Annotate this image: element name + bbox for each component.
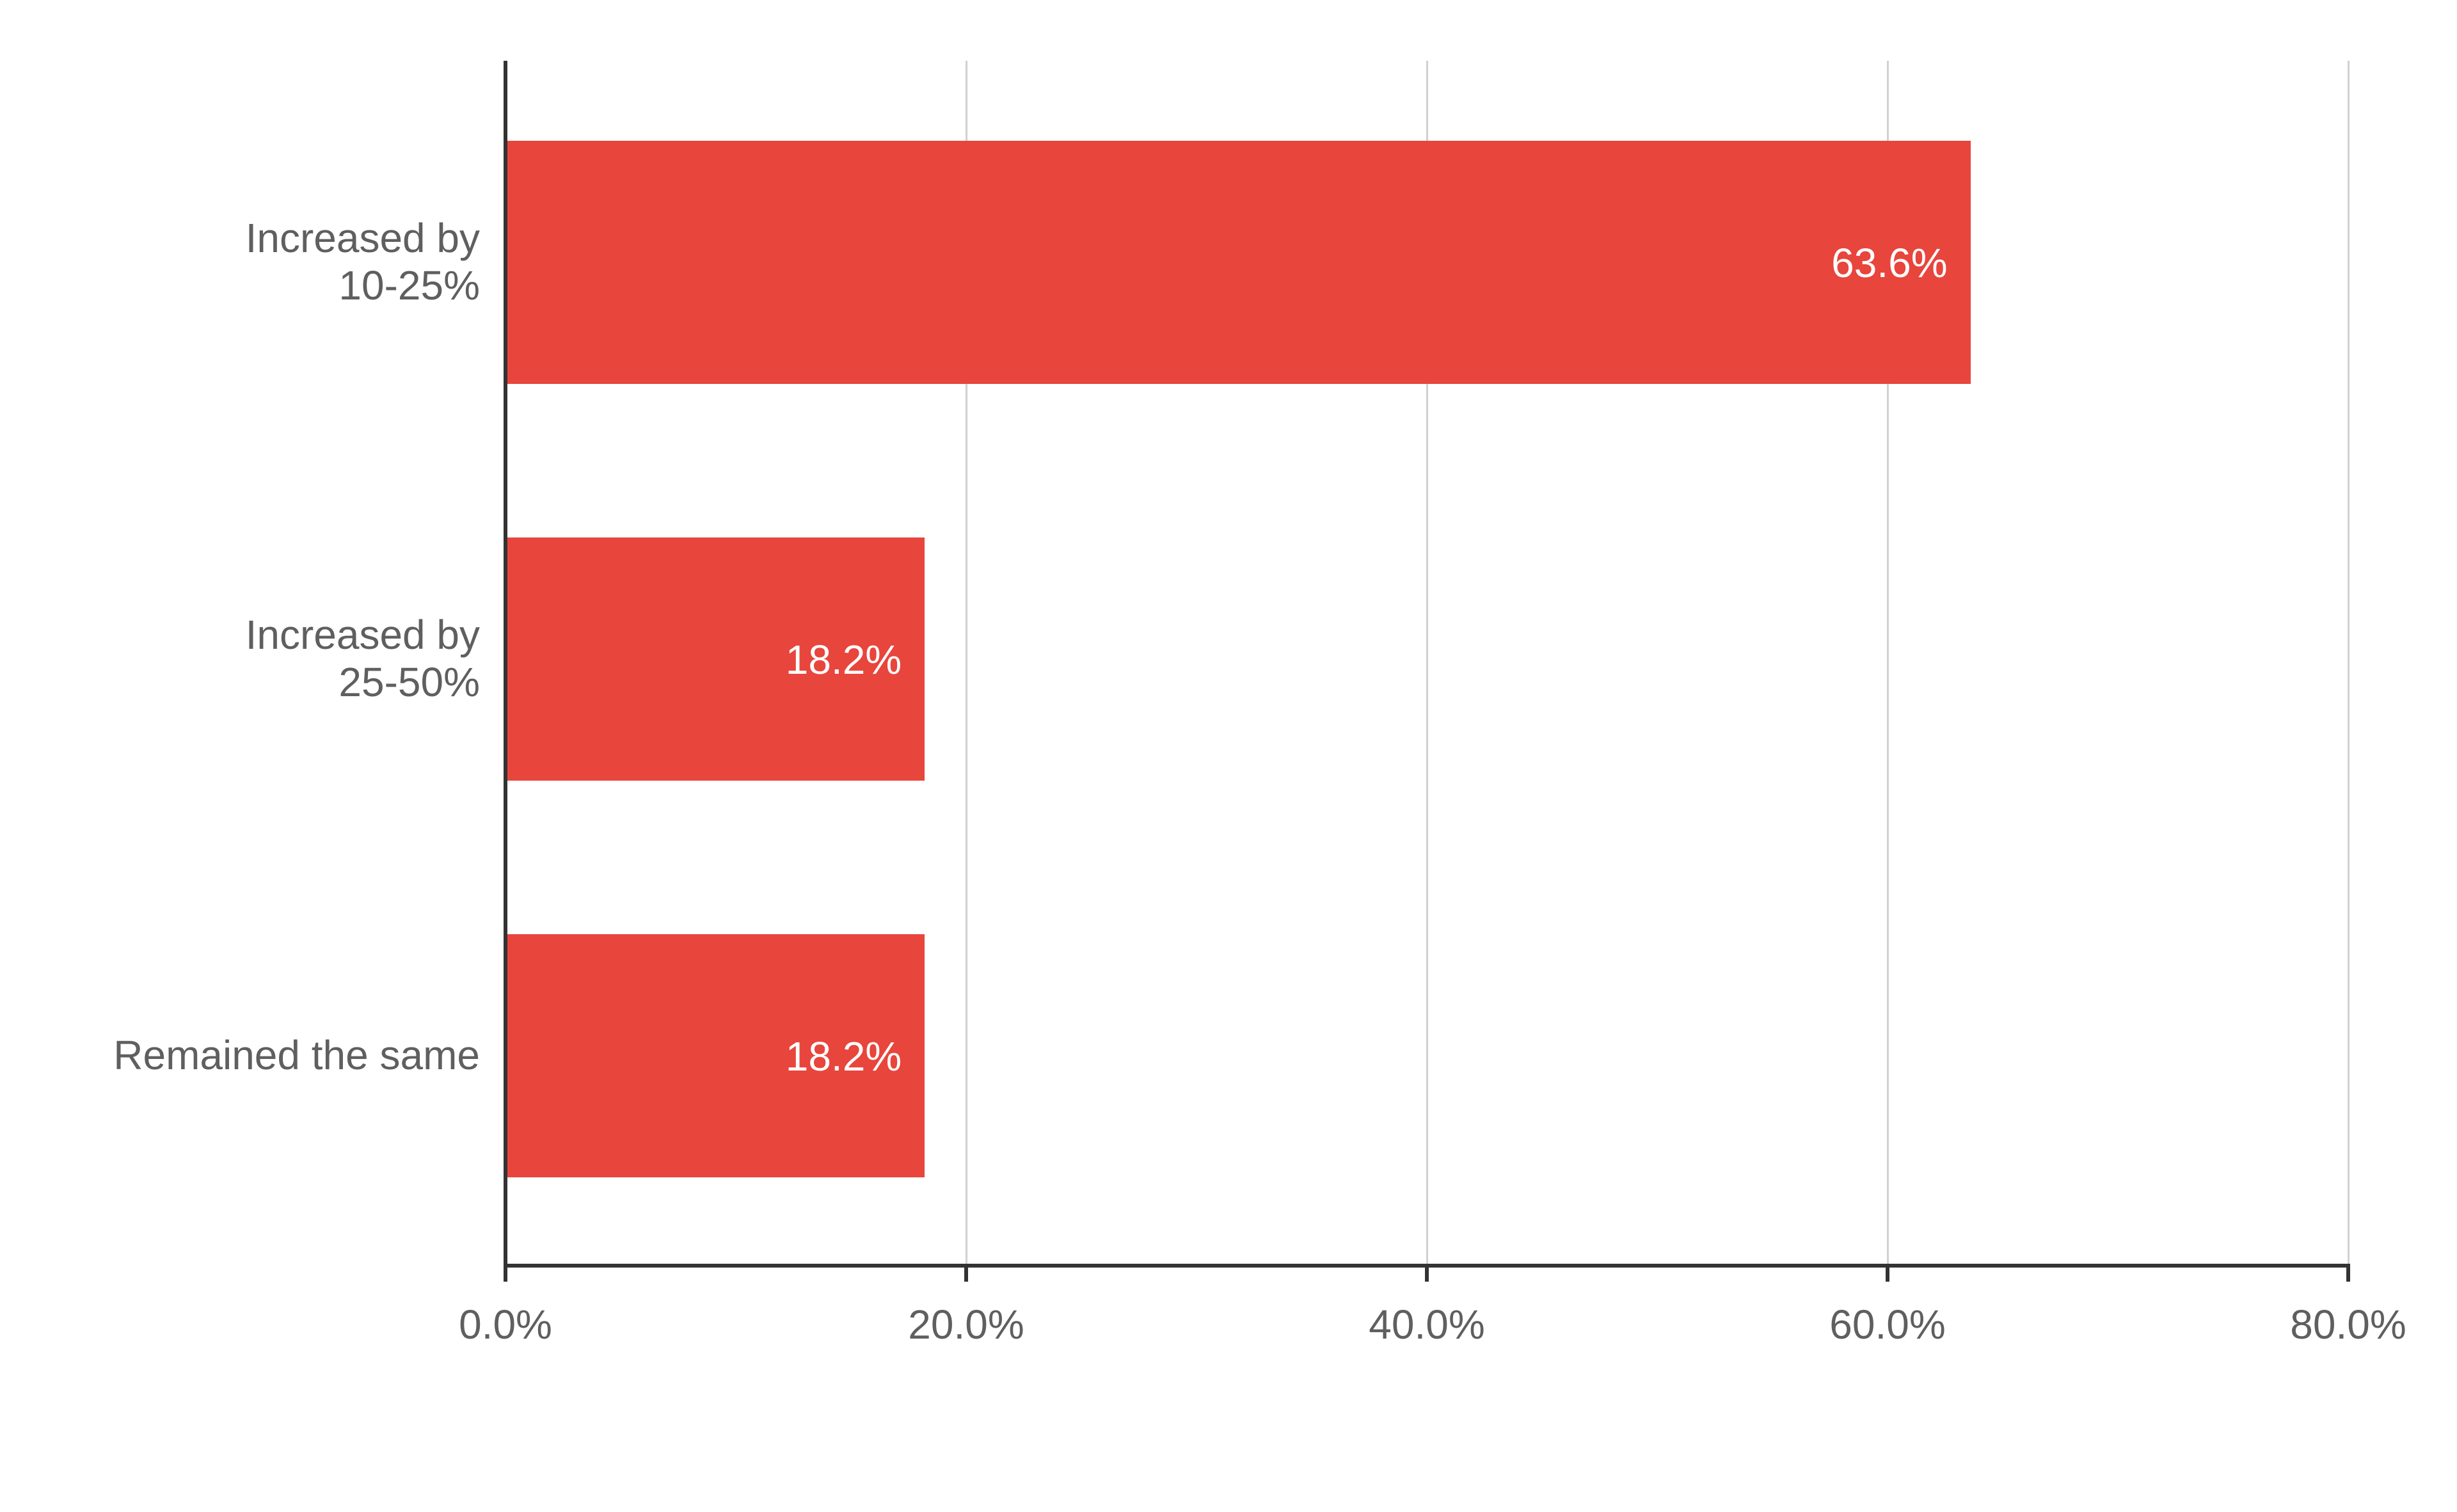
y-category-label-line: Remained the same xyxy=(0,1032,480,1079)
bar-value-label: 18.2% xyxy=(505,1033,902,1080)
x-tick-label: 80.0% xyxy=(2290,1301,2406,1348)
x-tick-mark xyxy=(1425,1268,1429,1282)
y-category-label: Increased by25-50% xyxy=(0,612,480,706)
x-tick-mark xyxy=(1886,1268,1889,1282)
x-tick-label: 0.0% xyxy=(459,1301,552,1348)
x-tick-mark xyxy=(504,1268,507,1282)
gridline xyxy=(2348,61,2350,1264)
x-tick-mark xyxy=(964,1268,968,1282)
y-category-label-line: 25-50% xyxy=(0,659,480,706)
bar-value-label: 18.2% xyxy=(505,636,902,683)
y-category-label-line: Increased by xyxy=(0,612,480,659)
y-category-label: Increased by10-25% xyxy=(0,215,480,309)
x-tick-label: 20.0% xyxy=(908,1301,1024,1348)
x-tick-mark xyxy=(2346,1268,2350,1282)
x-tick-label: 60.0% xyxy=(1829,1301,1945,1348)
bar-value-label: 63.6% xyxy=(505,239,1948,287)
x-tick-label: 40.0% xyxy=(1369,1301,1484,1348)
y-category-label-line: Increased by xyxy=(0,215,480,262)
y-category-label: Remained the same xyxy=(0,1032,480,1079)
y-axis-line xyxy=(504,61,507,1268)
horizontal-bar-chart: 63.6%Increased by10-25%18.2%Increased by… xyxy=(0,0,2457,1512)
y-category-label-line: 10-25% xyxy=(0,262,480,310)
